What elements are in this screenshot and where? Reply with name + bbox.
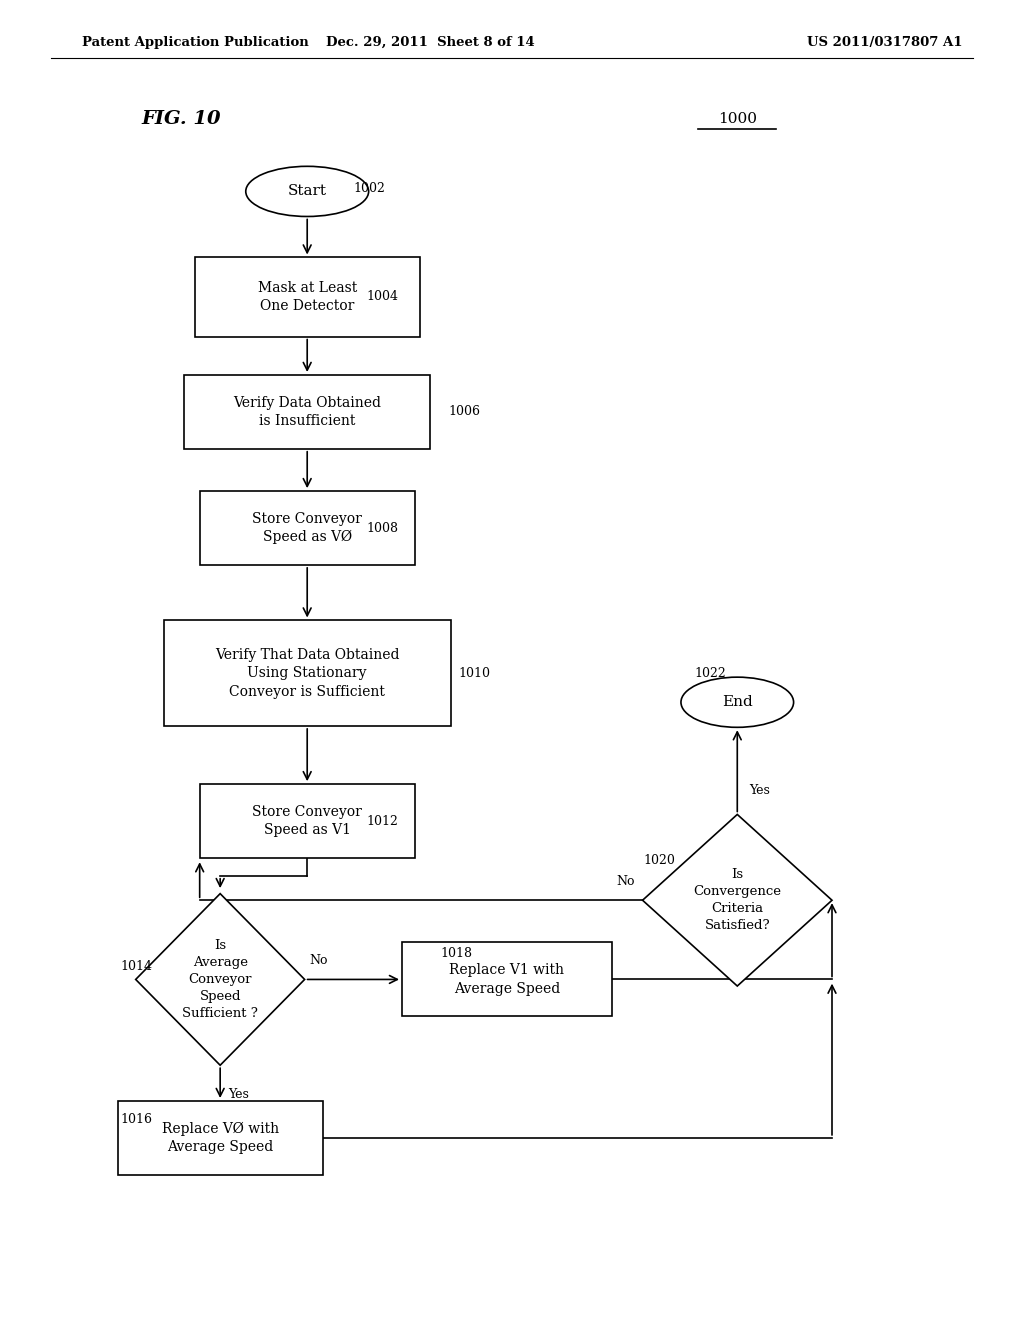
Text: Verify Data Obtained
is Insufficient: Verify Data Obtained is Insufficient (233, 396, 381, 428)
Text: 1016: 1016 (121, 1113, 153, 1126)
Text: Is
Average
Conveyor
Speed
Sufficient ?: Is Average Conveyor Speed Sufficient ? (182, 939, 258, 1020)
Text: Yes: Yes (750, 784, 770, 797)
Text: No: No (615, 875, 634, 888)
Text: 1006: 1006 (449, 405, 480, 418)
Text: 1008: 1008 (367, 521, 398, 535)
Text: Yes: Yes (228, 1088, 249, 1101)
Text: 1012: 1012 (367, 814, 398, 828)
Ellipse shape (246, 166, 369, 216)
Text: Dec. 29, 2011  Sheet 8 of 14: Dec. 29, 2011 Sheet 8 of 14 (326, 36, 535, 49)
Text: 1000: 1000 (718, 112, 757, 125)
Text: 1002: 1002 (353, 182, 385, 195)
FancyBboxPatch shape (200, 491, 415, 565)
Text: End: End (722, 696, 753, 709)
FancyBboxPatch shape (184, 375, 430, 449)
Text: Replace V1 with
Average Speed: Replace V1 with Average Speed (450, 964, 564, 995)
FancyBboxPatch shape (118, 1101, 323, 1175)
Text: 1014: 1014 (121, 960, 153, 973)
Text: Store Conveyor
Speed as V1: Store Conveyor Speed as V1 (252, 805, 362, 837)
Text: Is
Convergence
Criteria
Satisfied?: Is Convergence Criteria Satisfied? (693, 869, 781, 932)
Ellipse shape (681, 677, 794, 727)
Text: Verify That Data Obtained
Using Stationary
Conveyor is Sufficient: Verify That Data Obtained Using Stationa… (215, 648, 399, 698)
Text: Replace VØ with
Average Speed: Replace VØ with Average Speed (162, 1122, 279, 1154)
Text: Start: Start (288, 185, 327, 198)
Text: 1010: 1010 (459, 667, 490, 680)
Text: 1022: 1022 (694, 667, 726, 680)
Text: FIG. 10: FIG. 10 (141, 110, 221, 128)
FancyBboxPatch shape (401, 942, 612, 1016)
FancyBboxPatch shape (164, 620, 451, 726)
Text: 1004: 1004 (367, 290, 398, 304)
FancyBboxPatch shape (195, 257, 420, 337)
Polygon shape (135, 894, 305, 1065)
FancyBboxPatch shape (200, 784, 415, 858)
Polygon shape (643, 814, 831, 986)
Text: 1018: 1018 (440, 946, 472, 960)
Text: US 2011/0317807 A1: US 2011/0317807 A1 (807, 36, 963, 49)
Text: No: No (309, 954, 329, 968)
Text: Mask at Least
One Detector: Mask at Least One Detector (258, 281, 356, 313)
Text: Patent Application Publication: Patent Application Publication (82, 36, 308, 49)
Text: Store Conveyor
Speed as VØ: Store Conveyor Speed as VØ (252, 512, 362, 544)
Text: 1020: 1020 (643, 854, 675, 867)
